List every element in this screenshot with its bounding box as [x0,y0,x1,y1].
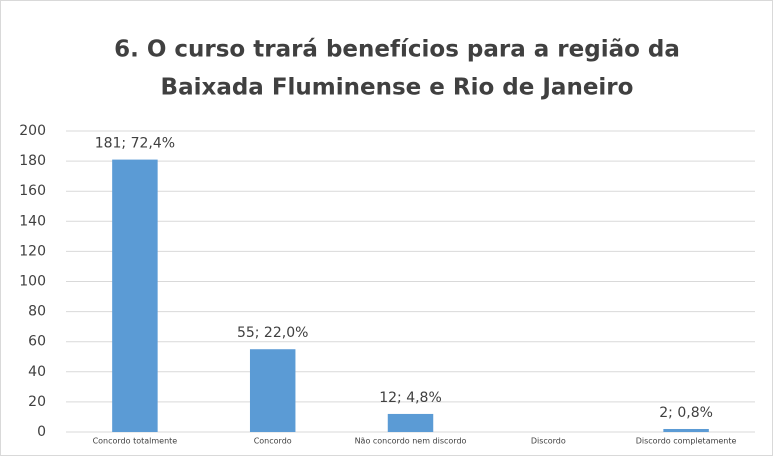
x-tick-label: Concordo totalmente [93,437,178,446]
data-label: 12; 4,8% [379,390,442,406]
y-tick-label: 200 [19,123,46,139]
y-tick-label: 60 [28,334,46,350]
y-tick-label: 80 [28,304,46,320]
y-tick-label: 120 [19,243,46,259]
bar [663,428,709,432]
y-tick-label: 160 [19,183,46,199]
y-tick-label: 180 [19,153,46,169]
y-tick-label: 20 [28,394,46,410]
data-label: 181; 72,4% [95,136,175,152]
bar [387,413,434,432]
bar [112,159,158,432]
data-label: 2; 0,8% [659,405,713,421]
bar [249,349,296,432]
y-tick-label: 0 [37,424,46,440]
data-label: 55; 22,0% [237,325,308,341]
chart-title: Baixada Fluminense e Rio de Janeiro [161,75,634,101]
x-tick-label: Discordo [531,437,566,446]
y-tick-label: 140 [19,213,46,229]
y-tick-label: 100 [19,274,46,290]
x-tick-label: Discordo completamente [636,437,737,446]
y-tick-label: 40 [28,364,46,380]
x-tick-label: Não concordo nem discordo [355,437,467,446]
x-tick-label: Concordo [254,437,292,446]
chart-title: 6. O curso trará benefícios para a regiã… [114,37,680,63]
